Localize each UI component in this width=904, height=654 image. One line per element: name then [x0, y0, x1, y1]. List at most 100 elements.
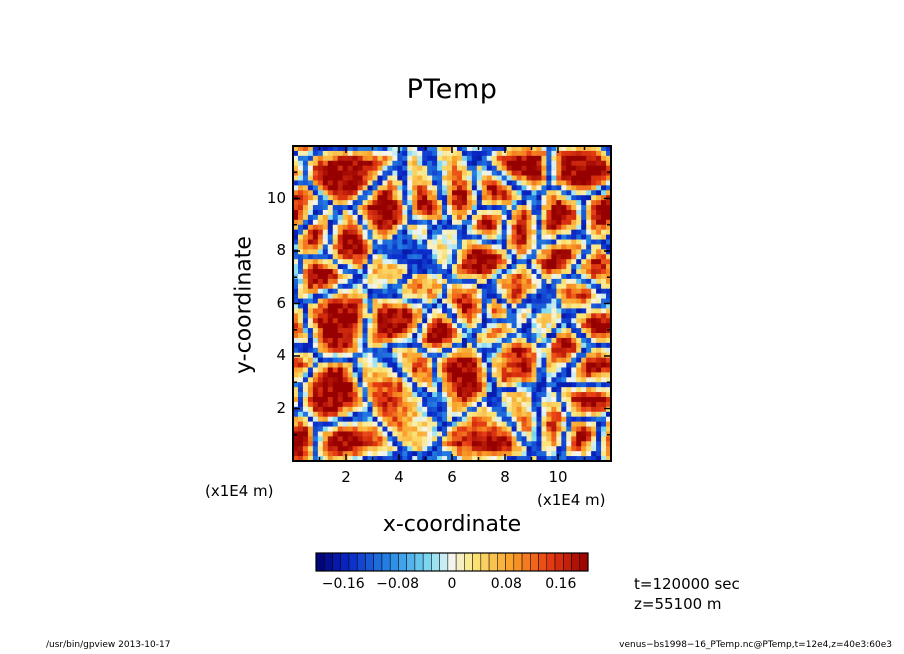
heatmap-cell — [491, 347, 498, 354]
heatmap-cell — [332, 416, 339, 423]
heatmap-cell — [427, 244, 433, 250]
heatmap-cell — [496, 254, 503, 260]
heatmap-cell — [511, 318, 518, 324]
heatmap-cell — [536, 347, 543, 354]
heatmap-cell — [422, 219, 428, 226]
heatmap-cell — [362, 323, 369, 329]
heatmap-cell — [332, 377, 339, 383]
heatmap-cell — [501, 362, 508, 369]
heatmap-cell — [432, 406, 438, 413]
heatmap-cell — [591, 219, 597, 226]
heatmap-cell — [332, 337, 339, 344]
heatmap-cell — [377, 146, 384, 152]
heatmap-cell — [456, 397, 463, 403]
heatmap-cell — [357, 273, 364, 280]
heatmap-cell — [591, 357, 597, 364]
heatmap-cell — [536, 244, 543, 250]
heatmap-cell — [302, 382, 309, 388]
heatmap-cell — [452, 219, 458, 226]
colorbar-swatch — [414, 552, 424, 572]
heatmap-cell — [476, 155, 483, 162]
heatmap-cell — [501, 308, 508, 314]
heatmap-cell — [541, 406, 548, 413]
heatmap-cell — [372, 431, 379, 437]
heatmap-cell — [496, 367, 503, 373]
heatmap-cell — [382, 313, 389, 319]
heatmap-cell — [581, 451, 587, 457]
heatmap-cell — [337, 195, 344, 201]
heatmap-cell — [496, 234, 503, 241]
heatmap-cell — [496, 175, 503, 182]
heatmap-cell — [511, 431, 518, 437]
heatmap-cell — [456, 303, 463, 310]
heatmap-cell — [606, 200, 612, 206]
heatmap-cell — [541, 416, 548, 423]
heatmap-cell — [581, 426, 587, 433]
heatmap-cell — [432, 416, 438, 423]
heatmap-cell — [576, 298, 582, 305]
heatmap-cell — [332, 170, 339, 177]
heatmap-cell — [506, 269, 513, 275]
heatmap-cell — [422, 239, 428, 246]
heatmap-cell — [591, 313, 597, 319]
heatmap-cell — [312, 283, 319, 290]
heatmap-cell — [586, 234, 592, 241]
heatmap-cell — [606, 416, 612, 423]
heatmap-cell — [531, 323, 538, 329]
heatmap-cell — [337, 298, 344, 305]
heatmap-cell — [541, 170, 548, 177]
heatmap-cell — [571, 298, 577, 305]
heatmap-cell — [496, 298, 503, 305]
heatmap-cell — [511, 278, 518, 285]
heatmap-cell — [531, 352, 538, 359]
heatmap-cell — [531, 254, 538, 260]
heatmap-cell — [337, 205, 344, 211]
heatmap-cell — [601, 436, 607, 442]
heatmap-cell — [412, 150, 418, 157]
heatmap-cell — [536, 229, 543, 236]
heatmap-cell — [367, 372, 374, 378]
heatmap-cell — [546, 451, 552, 457]
heatmap-cell — [596, 411, 602, 418]
heatmap-cell — [302, 234, 309, 241]
heatmap-cell — [427, 308, 433, 314]
heatmap-cell — [586, 451, 592, 457]
heatmap-cell — [526, 259, 533, 265]
heatmap-cell — [447, 411, 453, 418]
heatmap-cell — [581, 416, 587, 423]
heatmap-cell — [526, 288, 533, 295]
heatmap-cell — [387, 195, 393, 201]
heatmap-cell — [397, 293, 403, 300]
heatmap-cell — [442, 431, 448, 437]
heatmap-cell — [566, 446, 572, 452]
heatmap-cell — [531, 209, 538, 216]
heatmap-cell — [417, 190, 423, 196]
heatmap-cell — [417, 392, 423, 398]
heatmap-cell — [417, 406, 423, 413]
heatmap-cell — [581, 259, 587, 265]
heatmap-cell — [352, 318, 359, 324]
heatmap-cell — [461, 214, 468, 221]
heatmap-cell — [586, 175, 592, 182]
heatmap-cell — [387, 234, 393, 241]
heatmap-cell — [392, 347, 398, 354]
heatmap-cell — [476, 431, 483, 437]
heatmap-cell — [601, 180, 607, 186]
heatmap-cell — [491, 323, 498, 329]
heatmap-cell — [516, 401, 523, 408]
heatmap-cell — [372, 180, 379, 186]
heatmap-cell — [456, 352, 463, 359]
heatmap-cell — [293, 342, 299, 349]
heatmap-cell — [362, 401, 369, 408]
heatmap-cell — [397, 150, 403, 157]
axis-ticks — [293, 146, 611, 461]
heatmap-cell — [437, 185, 443, 191]
heatmap-cell — [377, 328, 384, 334]
heatmap-cell — [566, 264, 572, 270]
heatmap-cell — [427, 180, 433, 186]
heatmap-cell — [397, 219, 403, 226]
heatmap-cell — [342, 337, 349, 344]
heatmap-cell — [297, 219, 304, 226]
heatmap-cell — [432, 155, 438, 162]
heatmap-cell — [407, 333, 413, 339]
